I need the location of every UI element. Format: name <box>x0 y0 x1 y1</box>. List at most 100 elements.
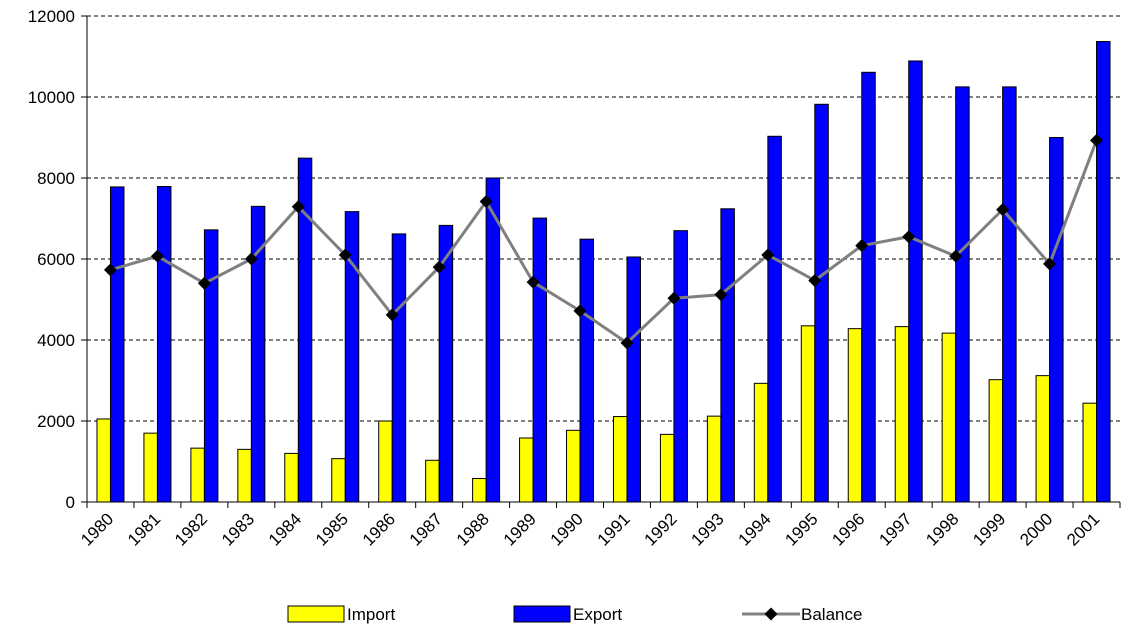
export-bar <box>814 103 829 503</box>
x-tick-label: 1987 <box>406 509 446 549</box>
import-bar <box>472 478 487 503</box>
export-bar <box>156 186 172 503</box>
legend-marker-balance <box>764 607 778 621</box>
export-bar <box>626 256 641 503</box>
y-tick-label: 8000 <box>37 169 75 188</box>
x-tick-label: 1997 <box>875 509 915 549</box>
y-tick-label: 4000 <box>37 331 75 350</box>
export-bar <box>908 60 923 503</box>
legend-item-import: Import <box>287 605 395 624</box>
balance-point <box>150 249 164 263</box>
balance-point <box>103 263 117 277</box>
import-bar <box>847 328 863 503</box>
x-tick-label: 1989 <box>500 509 540 549</box>
import-bar <box>612 416 628 503</box>
export-bar <box>720 208 735 503</box>
balance-point <box>1090 133 1104 147</box>
balance-point <box>996 203 1010 217</box>
export-bar <box>1049 137 1064 503</box>
x-tick-label: 2000 <box>1016 509 1056 549</box>
import-bar <box>190 447 205 503</box>
balance-point <box>620 336 634 350</box>
import-bar <box>143 432 158 503</box>
balance-point <box>432 260 446 274</box>
balance-point <box>761 248 775 262</box>
balance-point <box>855 239 869 253</box>
x-tick-label: 1994 <box>734 509 774 549</box>
balance-point <box>244 252 258 266</box>
x-tick-label: 1993 <box>688 509 728 549</box>
legend-swatch-export <box>513 605 571 623</box>
x-tick-label: 2001 <box>1063 509 1103 549</box>
y-tick-label: 12000 <box>28 7 75 26</box>
legend-label-balance: Balance <box>801 605 862 624</box>
import-bar <box>425 459 440 503</box>
import-bar <box>941 332 957 503</box>
balance-point <box>949 249 963 263</box>
import-bar <box>1082 402 1098 503</box>
x-tick-label: 1985 <box>312 509 352 549</box>
legend-item-balance: Balance <box>742 605 862 624</box>
legend-swatch-import <box>287 605 345 623</box>
export-bar <box>391 233 407 503</box>
balance-point <box>526 275 540 289</box>
import-bar <box>237 448 252 503</box>
balance-point <box>808 273 822 287</box>
import-bar <box>378 420 393 503</box>
x-tick-label: 1988 <box>453 509 493 549</box>
x-tick-label: 1986 <box>359 509 399 549</box>
y-tick-label: 10000 <box>28 88 75 107</box>
x-tick-label: 1983 <box>218 509 258 549</box>
legend-label-import: Import <box>347 605 395 624</box>
y-tick-label: 6000 <box>37 250 75 269</box>
x-tick-label: 1999 <box>969 509 1009 549</box>
x-tick-label: 1998 <box>922 509 962 549</box>
balance-point <box>291 200 305 214</box>
x-tick-label: 1981 <box>124 509 164 549</box>
x-tick-label: 1980 <box>77 509 117 549</box>
balance-point <box>197 276 211 290</box>
y-tick-label: 0 <box>66 493 75 512</box>
import-bar <box>706 415 722 503</box>
x-tick-label: 1991 <box>594 509 634 549</box>
export-bar <box>767 135 782 503</box>
import-bar <box>519 437 534 503</box>
balance-point <box>714 288 728 302</box>
balance-point <box>573 304 587 318</box>
balance-series-line <box>110 139 1098 345</box>
legend-item-export: Export <box>513 605 622 624</box>
balance-point <box>1043 257 1057 271</box>
x-tick-label: 1982 <box>171 509 211 549</box>
import-bar <box>659 433 675 503</box>
balance-point <box>338 248 352 262</box>
export-bar <box>861 71 876 503</box>
legend: Import Export Balance <box>287 605 862 624</box>
import-bar <box>566 429 581 503</box>
export-bar <box>1002 86 1017 503</box>
x-tick-label: 1990 <box>547 509 587 549</box>
balance-point <box>479 194 493 208</box>
y-axis-tick-labels: 0 2000 4000 6000 8000 10000 12000 <box>28 7 75 512</box>
legend-label-export: Export <box>573 605 622 624</box>
export-bar <box>1096 41 1111 503</box>
import-bar <box>753 382 769 503</box>
export-bar <box>579 238 595 503</box>
export-bar <box>203 229 219 503</box>
x-tick-label: 1996 <box>828 509 868 549</box>
x-tick-label: 1984 <box>265 509 305 549</box>
x-axis-tick-labels: 1980 1981 1982 1983 1984 1985 1986 1987 1988 1989… <box>77 509 1103 549</box>
export-bar <box>109 186 125 503</box>
balance-line <box>103 133 1104 350</box>
y-tick-label: 2000 <box>37 412 75 431</box>
balance-point <box>902 230 916 244</box>
export-bar <box>673 230 688 503</box>
import-bar <box>331 458 346 503</box>
import-bar <box>800 325 816 503</box>
x-tick-label: 1995 <box>781 509 821 549</box>
import-bar <box>284 452 299 503</box>
export-bar <box>955 86 970 503</box>
export-bar <box>485 177 501 503</box>
import-bar <box>96 418 111 503</box>
